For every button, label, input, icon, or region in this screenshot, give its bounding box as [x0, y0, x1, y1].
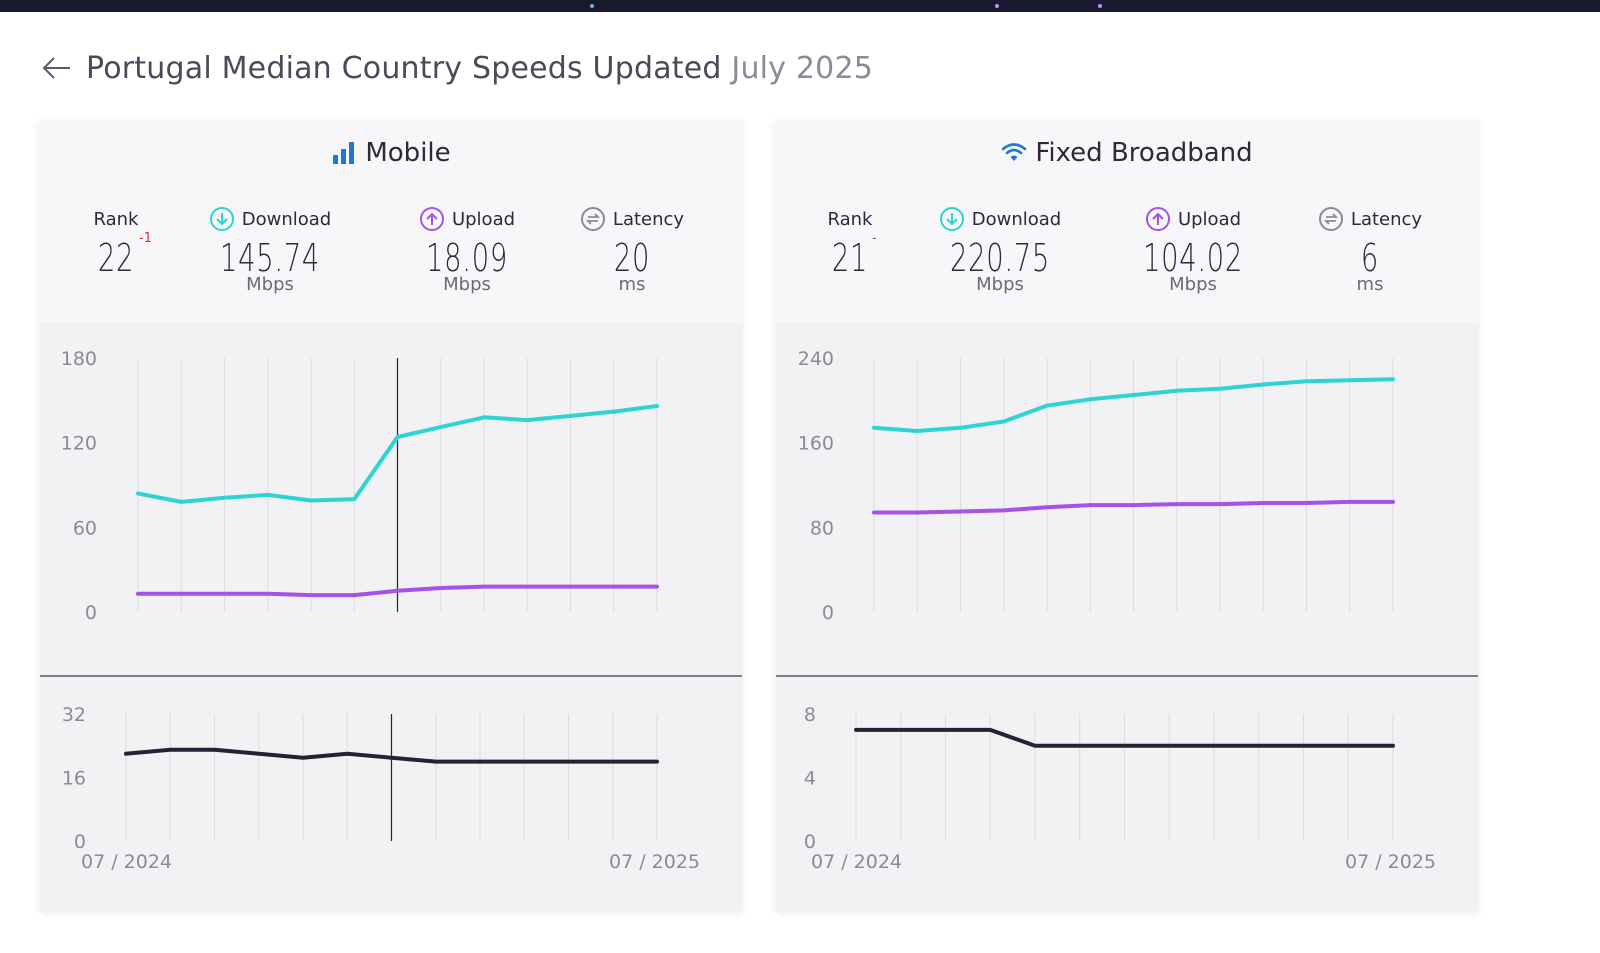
upload-label: Upload — [1177, 208, 1242, 230]
rank-change: - — [872, 231, 877, 246]
page-title-date: July 2025 — [731, 50, 874, 86]
fixed-title: Fixed Broadband — [1035, 138, 1253, 168]
mobile-xtick-label: 07 / 2024 — [81, 851, 172, 873]
fixed-speed-ytick-label: 80 — [810, 517, 834, 539]
mobile-speed-ytick-label: 120 — [61, 433, 97, 455]
fixed-latency: Latency 6 ms — [1290, 206, 1450, 295]
fixed-summary — [776, 120, 1478, 322]
download-label: Download — [241, 208, 332, 230]
latency-value: 20 — [613, 236, 651, 280]
mobile-speed-ytick-label: 0 — [85, 602, 97, 624]
fixed-latency-ytick-label: 0 — [804, 831, 816, 853]
fixed-xtick-label: 07 / 2024 — [811, 851, 902, 873]
mobile-title: Mobile — [365, 138, 451, 168]
banner-decoration — [1098, 4, 1102, 8]
latency-icon — [1318, 207, 1343, 231]
rank-change: -1 — [139, 231, 152, 246]
download-unit: Mbps — [246, 274, 294, 295]
upload-icon — [419, 207, 444, 231]
upload-value: 18.09 — [426, 236, 508, 280]
upload-label: Upload — [451, 208, 516, 230]
wifi-icon — [1002, 143, 1027, 161]
fixed-latency-ytick-label: 8 — [804, 704, 816, 726]
signal-bars-icon — [333, 142, 355, 164]
page-header: Portugal Median Country Speeds Updated J… — [40, 48, 873, 88]
mobile-card-title: Mobile — [40, 138, 742, 168]
mobile-upload: Upload 18.09 Mbps — [387, 206, 547, 295]
fixed-rank: Rank 21 - — [770, 206, 930, 281]
latency-value: 6 — [1360, 236, 1380, 280]
download-icon — [939, 207, 964, 231]
fixed-broadband-card: Fixed Broadband Rank 21 - Download 220.7… — [776, 120, 1478, 910]
banner-decoration — [995, 4, 999, 8]
fixed-latency-ytick-label: 4 — [804, 768, 816, 790]
latency-icon — [580, 207, 605, 231]
mobile-speed-ytick-label: 60 — [73, 517, 97, 539]
mobile-latency: Latency 20 ms — [552, 206, 712, 295]
rank-label: Rank — [93, 208, 139, 230]
fixed-download: Download 220.75 Mbps — [920, 206, 1080, 295]
mobile-chart[interactable]: 0 60 120 180 0 16 32 07 / 2024 07 / 2025 — [40, 322, 742, 910]
download-icon — [209, 207, 234, 231]
mobile-summary — [40, 120, 742, 322]
rank-label: Rank — [827, 208, 873, 230]
upload-unit: Mbps — [1169, 274, 1217, 295]
upload-value: 104.02 — [1142, 236, 1244, 280]
page-title: Portugal Median Country Speeds Updated J… — [86, 51, 873, 86]
banner-decoration — [590, 4, 594, 8]
back-arrow-icon[interactable] — [40, 51, 74, 85]
fixed-broadband-chart[interactable]: 0 80 160 240 0 4 8 07 / 2024 07 / 2025 — [776, 322, 1478, 910]
download-value: 145.74 — [219, 236, 321, 280]
download-label: Download — [971, 208, 1062, 230]
fixed-xtick-label: 07 / 2025 — [1345, 851, 1436, 873]
mobile-latency-ytick-label: 0 — [74, 831, 86, 853]
latency-unit: ms — [618, 274, 646, 295]
upload-icon — [1145, 207, 1170, 231]
page-title-main: Portugal Median Country Speeds Updated — [86, 50, 722, 86]
fixed-speed-ytick-label: 0 — [822, 602, 834, 624]
download-value: 220.75 — [949, 236, 1051, 280]
mobile-xtick-label: 07 / 2025 — [609, 851, 700, 873]
mobile-latency-ytick-label: 32 — [62, 704, 86, 726]
mobile-latency-ytick-label: 16 — [62, 768, 86, 790]
mobile-card: Mobile Rank 22 -1 Download 145.74 Mbps U… — [40, 120, 742, 910]
fixed-card-title: Fixed Broadband — [776, 138, 1478, 168]
mobile-download: Download 145.74 Mbps — [190, 206, 350, 295]
fixed-upload: Upload 104.02 Mbps — [1113, 206, 1273, 295]
fixed-speed-ytick-label: 160 — [798, 433, 834, 455]
mobile-speed-ytick-label: 180 — [61, 348, 97, 370]
mobile-rank: Rank 22 -1 — [36, 206, 196, 281]
top-banner — [0, 0, 1600, 12]
latency-unit: ms — [1356, 274, 1384, 295]
upload-unit: Mbps — [443, 274, 491, 295]
rank-value: 22 — [97, 236, 135, 280]
rank-value: 21 — [831, 236, 869, 280]
fixed-speed-ytick-label: 240 — [798, 348, 834, 370]
latency-label: Latency — [612, 208, 685, 230]
latency-label: Latency — [1350, 208, 1423, 230]
download-unit: Mbps — [976, 274, 1024, 295]
